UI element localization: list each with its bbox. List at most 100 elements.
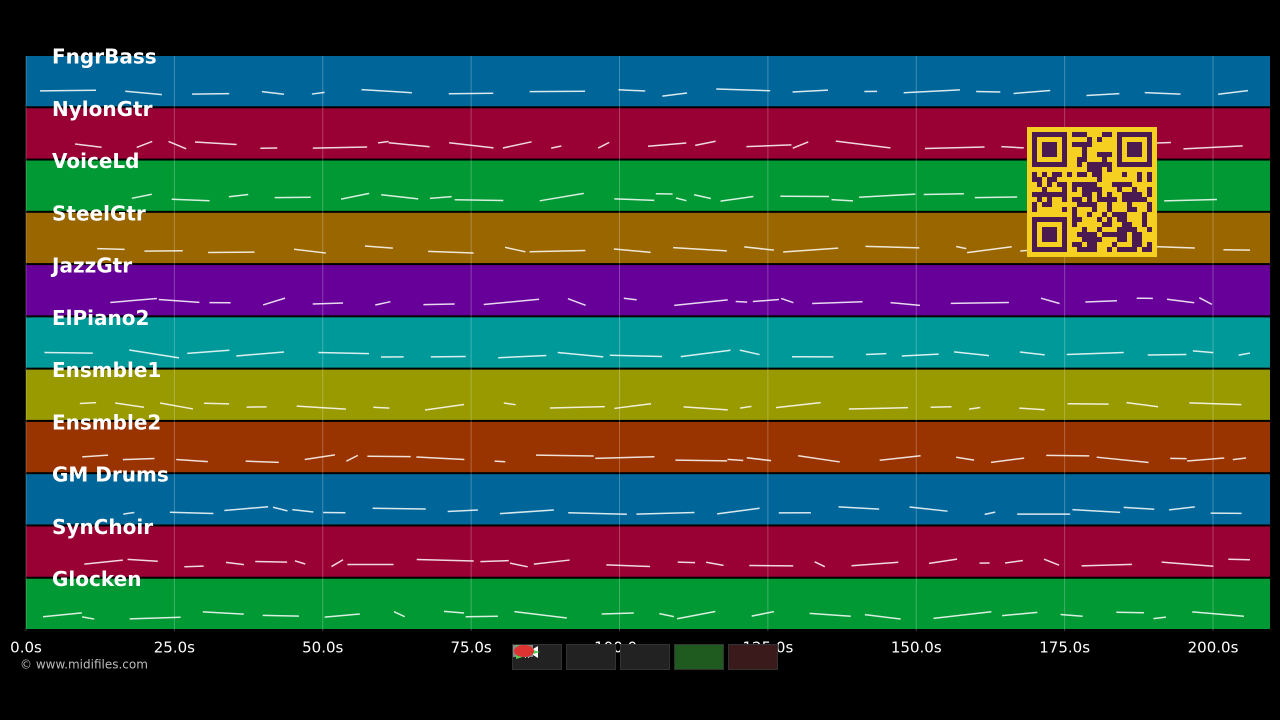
note [443,610,465,614]
qr-module [1042,192,1047,197]
note [340,192,370,200]
note [901,353,939,357]
qr-module [1117,182,1122,187]
note [194,141,237,146]
qr-module [1092,202,1097,207]
note [595,455,655,460]
track-band [26,578,1270,629]
track-band [26,526,1270,577]
note [494,460,506,463]
note [1189,402,1242,406]
note [110,297,157,304]
qr-module [1127,182,1132,187]
note [416,456,465,461]
note [294,560,306,565]
qr-module [1122,217,1127,222]
qr-module [1097,167,1102,172]
qr-module [1127,247,1132,252]
track-label: GM Drums [52,463,169,487]
qr-module [1137,192,1142,197]
qr-module [1047,177,1052,182]
qr-module [1112,197,1117,202]
qr-module [1087,197,1092,202]
note [1187,457,1225,462]
note [890,301,921,307]
qr-module [1147,227,1152,232]
qr-module [1047,182,1052,187]
qr-module [1122,197,1127,202]
note [372,507,426,510]
qr-module [1137,232,1142,237]
note [909,506,948,512]
note [618,89,646,92]
x-tick-label: 25.0s [154,639,195,657]
note [296,405,347,410]
qr-module [1097,227,1102,232]
qr-module [1137,172,1142,177]
fast-forward-button[interactable] [516,644,616,670]
qr-module [1082,147,1087,152]
track-label: Ensmble2 [52,410,161,434]
qr-module [1102,197,1107,202]
qr-module [1122,192,1127,197]
note [127,558,158,563]
qr-module [1117,237,1122,242]
qr-finder [1042,142,1057,157]
qr-module [1097,192,1102,197]
qr-module [1072,142,1077,147]
note [503,402,516,406]
stop-button[interactable] [513,644,670,670]
note [879,455,921,462]
record-button[interactable] [514,644,778,670]
note [636,511,695,515]
note [864,613,901,620]
note [1002,611,1038,617]
x-tick-label: 200.0s [1188,639,1239,657]
copyright: © www.midifiles.com [20,658,148,672]
qr-module [1087,202,1092,207]
note [792,89,829,93]
note [1066,351,1124,356]
qr-module [1107,162,1112,167]
qr-module [1082,237,1087,242]
qr-module [1037,177,1042,182]
qr-module [1122,212,1127,217]
qr-finder [1042,227,1057,242]
qr-module [1112,242,1117,247]
qr-module [1117,217,1122,222]
qr-module [1147,202,1152,207]
note [751,610,775,617]
qr-finder [1127,142,1142,157]
note [727,458,744,462]
qr-module [1107,152,1112,157]
note [746,456,772,462]
note [42,612,82,618]
note [39,89,97,92]
qr-module [1082,202,1087,207]
qr-module [1102,152,1107,157]
qr-module [1102,212,1107,217]
note [318,351,370,355]
qr-module [1127,192,1132,197]
qr-module [1077,232,1082,237]
note [346,454,359,462]
note [82,616,95,620]
play-button[interactable] [516,644,724,670]
qr-module [1147,247,1152,252]
qr-module [1082,182,1087,187]
note [744,246,775,251]
qr-module [1072,132,1077,137]
qr-module [1072,182,1077,187]
track-label: Glocken [52,567,141,591]
note [381,194,419,200]
note [184,565,204,568]
qr-module [1112,182,1117,187]
note [953,351,990,357]
note [601,612,634,615]
qr-module [1072,212,1077,217]
qr-module [1077,197,1082,202]
note [924,146,985,150]
note [262,297,286,306]
qr-module [1057,192,1062,197]
